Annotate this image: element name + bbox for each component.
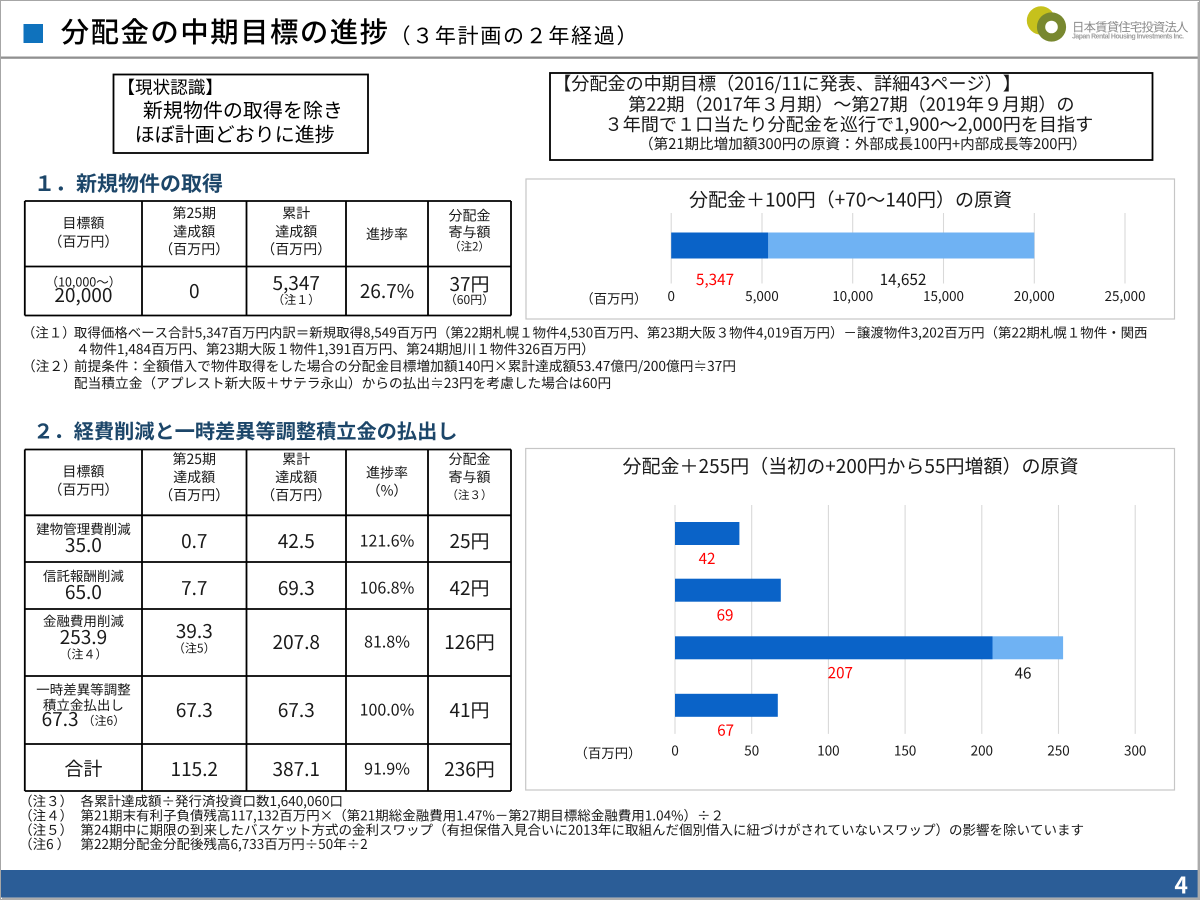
- svg-text:Japan Rental Housing Investmen: Japan Rental Housing Investments Inc.: [1072, 33, 1184, 40]
